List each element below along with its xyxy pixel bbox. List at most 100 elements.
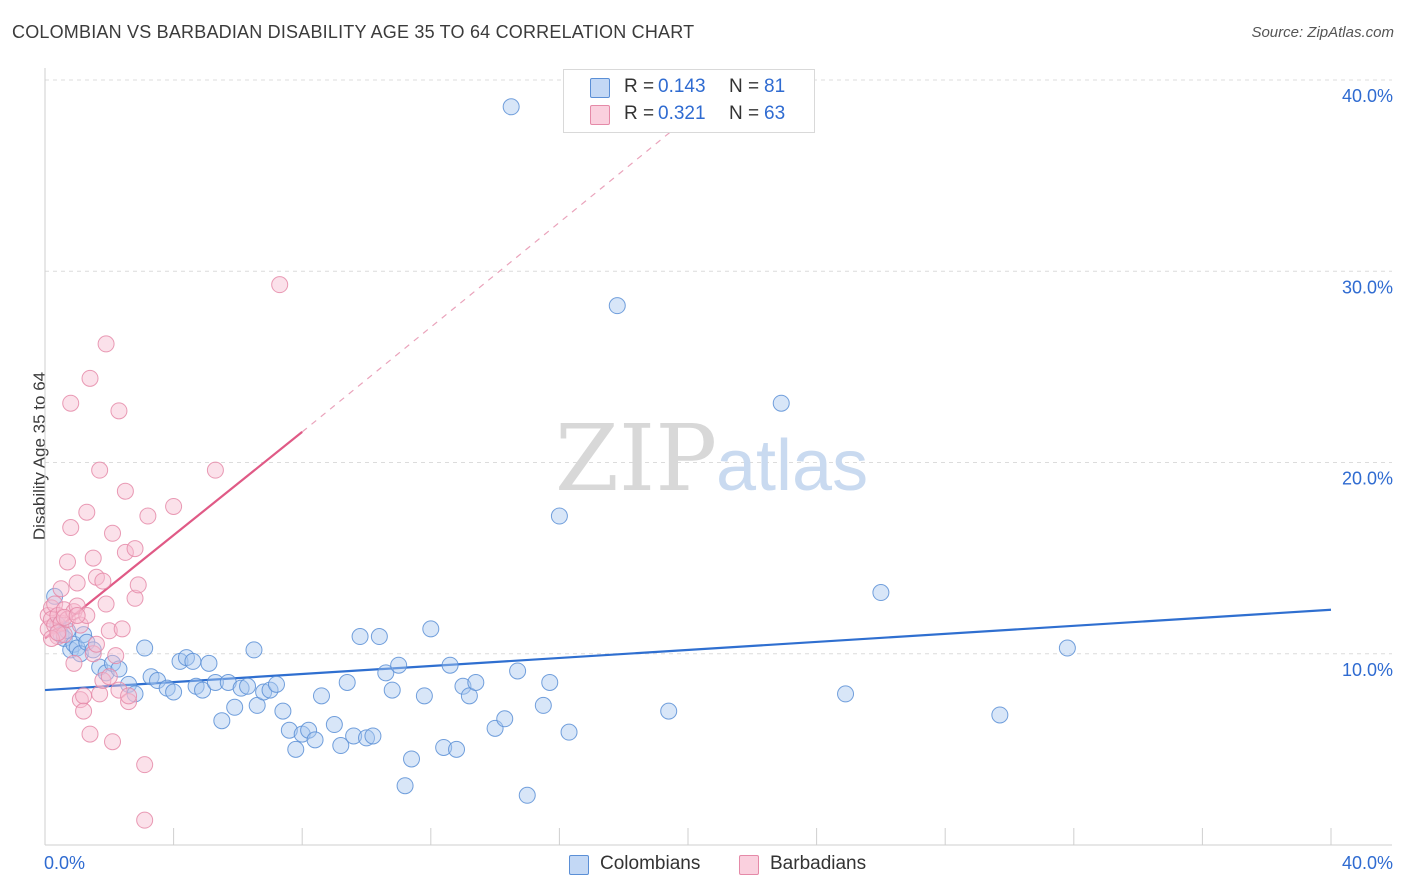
- barbadian-point: [91, 461, 109, 479]
- chart-title: COLOMBIAN VS BARBADIAN DISABILITY AGE 35…: [12, 22, 695, 42]
- colombian-point: [872, 584, 890, 602]
- r-label: R =: [624, 76, 655, 97]
- colombian-point: [300, 721, 318, 739]
- barbadian-point: [55, 608, 73, 626]
- barbadian-point: [62, 519, 80, 537]
- barbadian-point: [113, 620, 131, 638]
- barbadian-point: [126, 589, 144, 607]
- y-tick-label: 20.0%: [1342, 469, 1393, 489]
- barbadian-point: [91, 685, 109, 703]
- barbadian-point: [71, 616, 89, 634]
- barbadian-point: [49, 628, 67, 646]
- y-tick-label: 40.0%: [1342, 86, 1393, 106]
- barbadian-point: [87, 635, 105, 653]
- colombian-point: [245, 641, 263, 659]
- barbadian-point: [136, 756, 154, 774]
- barbadians-swatch: [590, 105, 610, 125]
- barbadian-point: [271, 276, 289, 294]
- colombian-point: [213, 712, 231, 730]
- colombian-point: [502, 98, 520, 116]
- legend-label: Colombians: [600, 853, 701, 874]
- colombian-point: [991, 706, 1009, 724]
- colombian-point: [165, 683, 183, 701]
- n-value: 81: [764, 76, 786, 97]
- colombian-point: [660, 702, 678, 720]
- barbadian-point: [97, 335, 115, 353]
- n-label: N =: [729, 103, 760, 124]
- chart-source: Source: ZipAtlas.com: [1251, 24, 1394, 41]
- colombian-point: [338, 673, 356, 691]
- trend-line-barbadians-extension: [301, 91, 721, 433]
- colombian-point: [377, 664, 395, 682]
- r-value: 0.321: [658, 103, 706, 124]
- colombian-point: [194, 681, 212, 699]
- colombian-point: [541, 673, 559, 691]
- barbadian-point: [65, 654, 83, 672]
- barbadian-point: [120, 687, 138, 705]
- colombian-point: [306, 731, 324, 749]
- colombian-point: [608, 297, 626, 315]
- barbadian-point: [104, 524, 122, 542]
- colombian-point: [287, 740, 305, 758]
- colombian-point: [226, 698, 244, 716]
- colombian-point: [184, 652, 202, 670]
- barbadian-point: [75, 702, 93, 720]
- barbadian-point: [100, 668, 118, 686]
- y-tick-label: 10.0%: [1342, 660, 1393, 680]
- colombian-point: [232, 679, 250, 697]
- n-label: N =: [729, 76, 760, 97]
- colombian-point: [448, 740, 466, 758]
- tick-labels: 10.0% 20.0% 30.0% 40.0% 0.0% 40.0%: [44, 86, 1393, 873]
- colombians-swatch: [590, 78, 610, 98]
- barbadian-point: [136, 811, 154, 829]
- trend-lines: [44, 91, 1332, 692]
- colombian-point: [1058, 639, 1076, 657]
- colombian-point: [351, 628, 369, 646]
- legend-item-barbadians[interactable]: Barbadians: [739, 853, 879, 877]
- barbadians-swatch: [739, 855, 759, 875]
- series-colombians: [46, 98, 1076, 804]
- colombian-point: [422, 620, 440, 638]
- x-tick-label: 0.0%: [44, 853, 85, 873]
- colombian-point: [454, 677, 472, 695]
- watermark-zip: ZIP: [555, 405, 717, 512]
- colombian-point: [358, 729, 375, 747]
- legend-row-colombians: R = 0.143 N = 81: [564, 74, 814, 100]
- r-label: R =: [624, 103, 655, 124]
- colombian-point: [415, 687, 433, 705]
- colombian-point: [467, 673, 485, 691]
- barbadian-point: [129, 576, 147, 594]
- barbadian-point: [84, 645, 102, 663]
- y-tick-label: 30.0%: [1342, 277, 1393, 297]
- correlation-legend: R = 0.143 N = 81 R = 0.321 N = 63: [563, 69, 815, 133]
- barbadian-point: [120, 693, 138, 711]
- colombian-point: [496, 710, 514, 728]
- colombian-point: [370, 628, 388, 646]
- barbadian-point: [165, 497, 183, 515]
- barbadian-point: [84, 549, 102, 567]
- colombian-point: [518, 786, 536, 804]
- colombian-point: [837, 685, 855, 703]
- colombian-point: [332, 737, 350, 755]
- colombian-point: [280, 721, 298, 739]
- legend-item-colombians[interactable]: Colombians: [569, 853, 709, 877]
- barbadian-point: [78, 607, 96, 624]
- colombian-point: [261, 681, 279, 699]
- barbadian-point: [104, 733, 122, 751]
- colombian-point: [325, 716, 343, 734]
- n-value: 63: [764, 103, 786, 124]
- barbadian-point: [59, 553, 77, 571]
- barbadian-point: [97, 595, 115, 613]
- colombian-point: [239, 677, 257, 695]
- colombian-point: [534, 696, 552, 714]
- series-barbadians: [39, 276, 289, 829]
- legend-row-barbadians: R = 0.321 N = 63: [564, 101, 814, 127]
- axes: [44, 68, 1392, 846]
- legend-label: Barbadians: [770, 853, 867, 874]
- barbadian-point: [100, 622, 118, 640]
- barbadian-point: [139, 507, 157, 525]
- colombian-point: [62, 641, 80, 659]
- colombian-point: [435, 738, 453, 756]
- colombian-point: [441, 656, 459, 674]
- barbadian-point: [49, 624, 67, 642]
